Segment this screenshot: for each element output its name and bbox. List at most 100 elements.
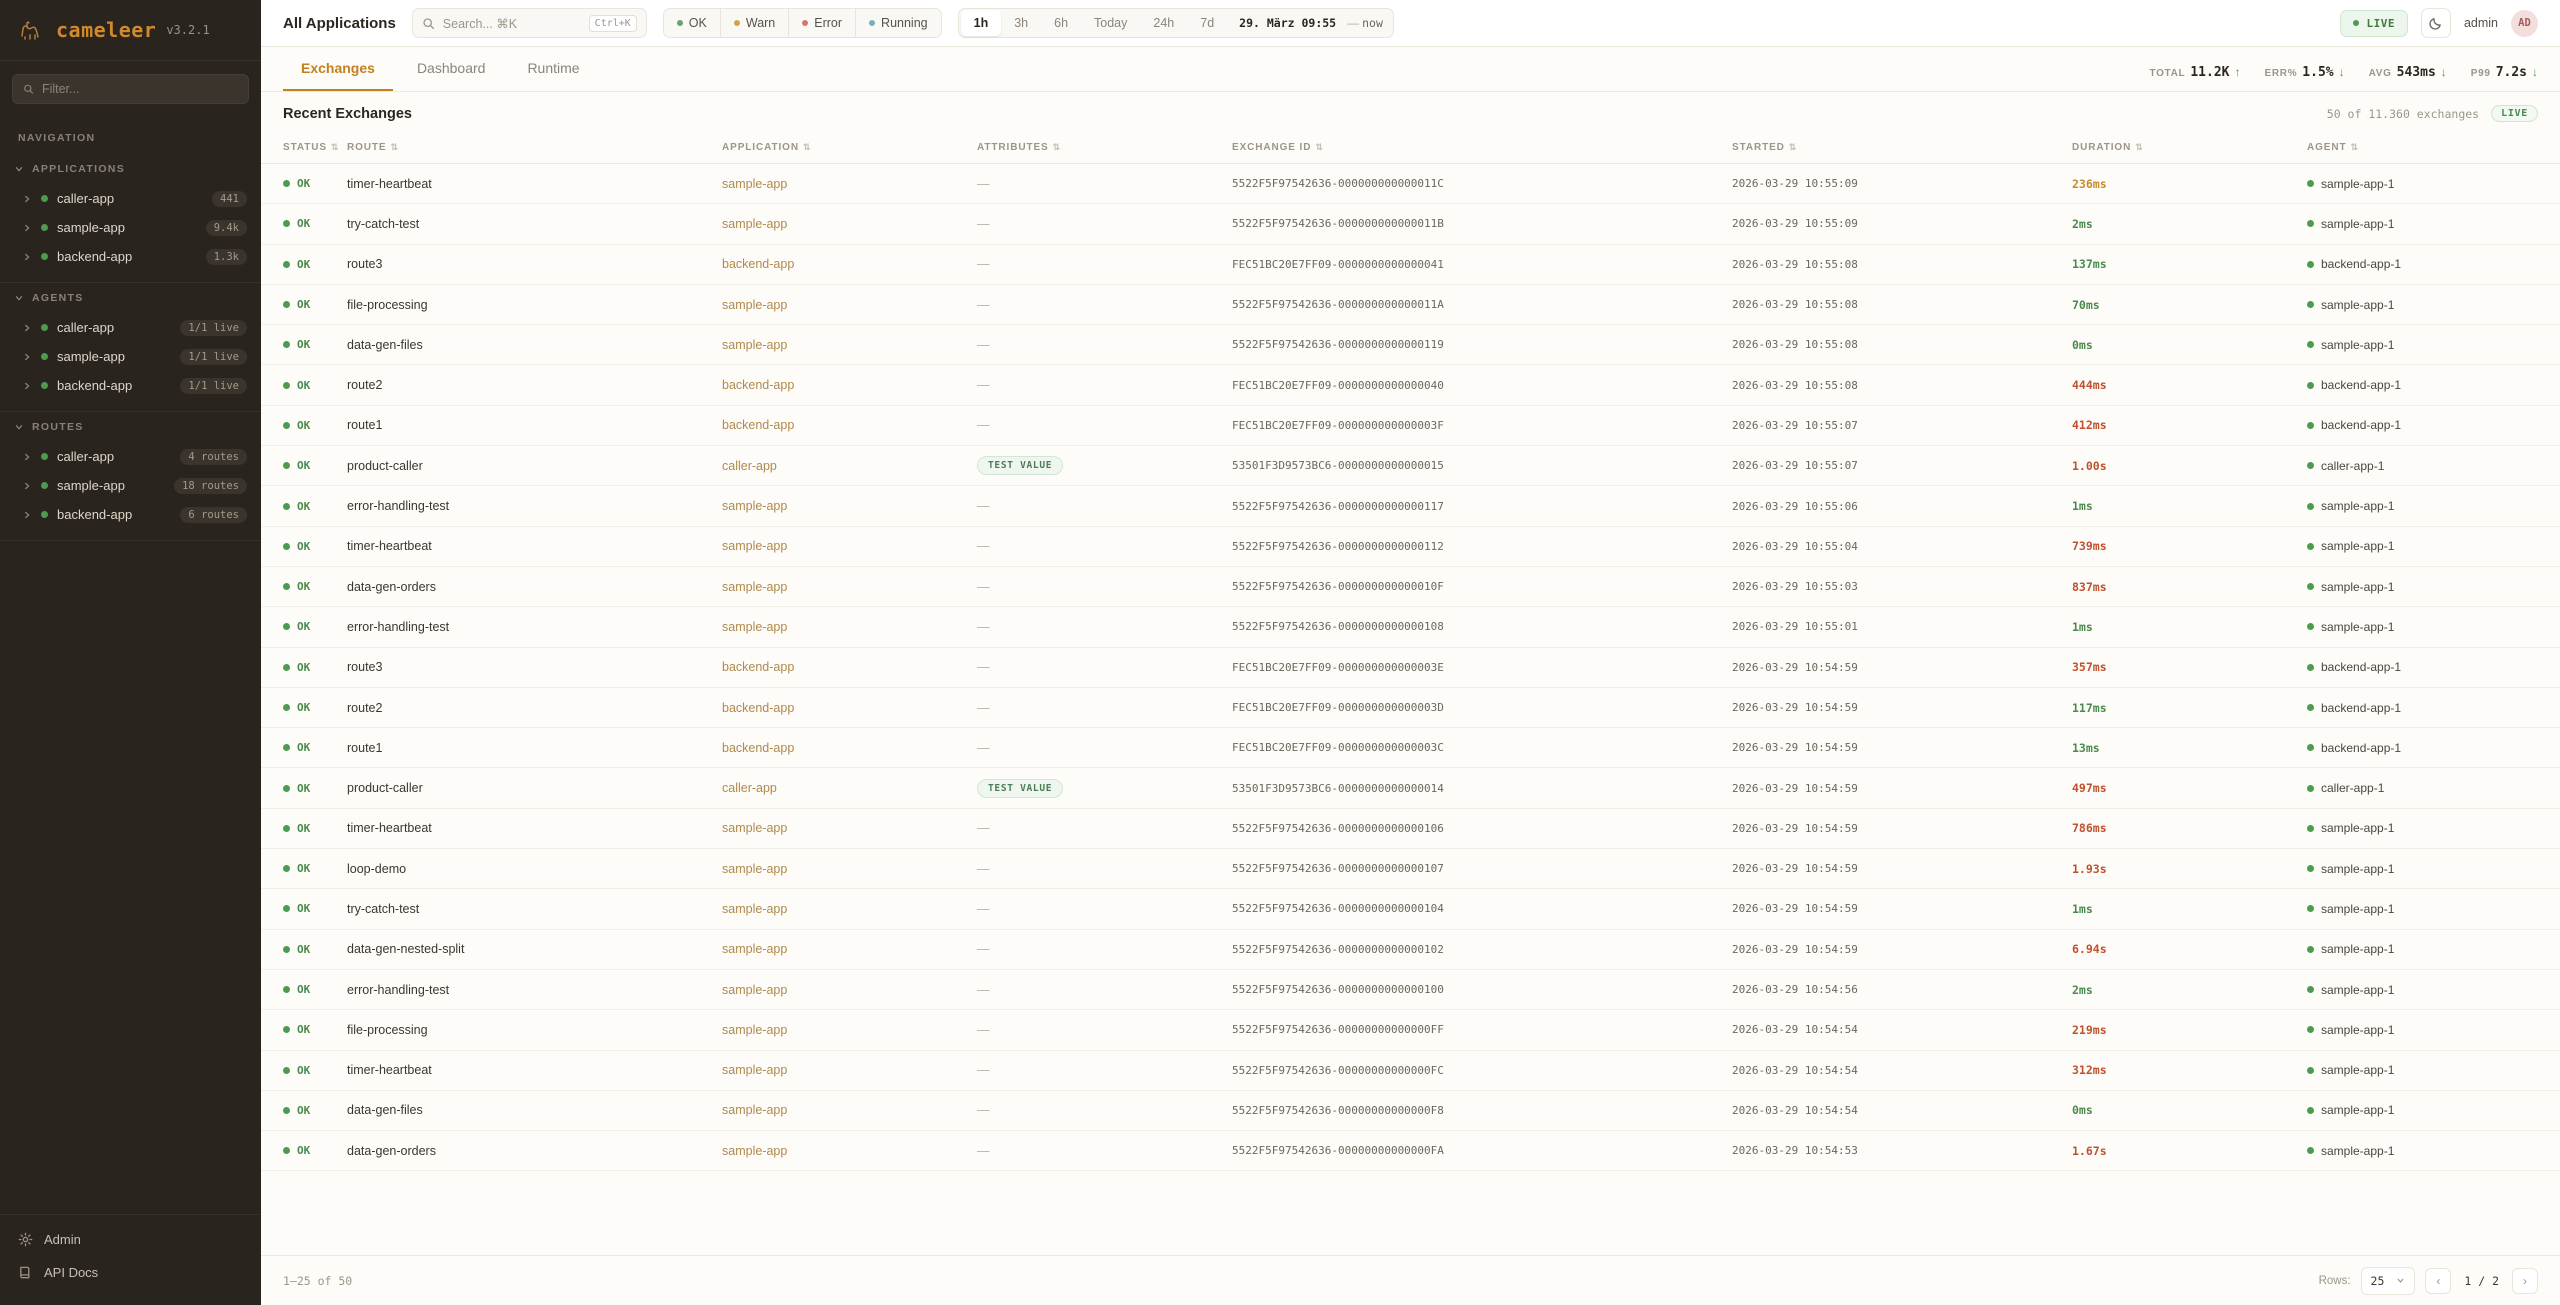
cell-duration: 412ms xyxy=(2072,405,2307,447)
tab-runtime[interactable]: Runtime xyxy=(527,60,580,76)
cell-route: data-gen-nested-split xyxy=(347,929,722,970)
col-started[interactable]: STARTED ⇅ xyxy=(1732,133,2072,164)
col-application[interactable]: APPLICATION ⇅ xyxy=(722,133,977,164)
gear-icon xyxy=(18,1232,33,1247)
time-range-7d[interactable]: 7d xyxy=(1200,16,1215,30)
time-range-3h[interactable]: 3h xyxy=(1014,16,1029,30)
sidebar-item-sample-app[interactable]: sample-app 9.4k xyxy=(0,213,261,242)
agent-status-dot xyxy=(2307,421,2314,429)
time-range-absolute-end[interactable]: now xyxy=(1362,16,1383,30)
nav-group-header-routes[interactable]: ROUTES xyxy=(0,412,261,442)
table-row[interactable]: OK file-processing sample-app — 5522F5F97542… xyxy=(261,1009,2560,1051)
cell-attributes: — xyxy=(977,888,1232,930)
sidebar-item-badge: 441 xyxy=(212,190,247,207)
time-range-6h[interactable]: 6h xyxy=(1054,16,1069,30)
col-exchange-id[interactable]: EXCHANGE ID ⇅ xyxy=(1232,133,1732,164)
status-filter-error[interactable]: Error xyxy=(789,9,857,37)
table-row[interactable]: OK route2 backend-app — FEC51BC20E7FF09-0000… xyxy=(261,364,2560,406)
table-row[interactable]: OK timer-heartbeat sample-app — 5522F5F97542… xyxy=(261,1050,2560,1091)
table-row[interactable]: OK route3 backend-app — FEC51BC20E7FF09-0000… xyxy=(261,244,2560,285)
table-row[interactable]: OK timer-heartbeat sample-app — 5522F5F97542… xyxy=(261,808,2560,850)
avatar[interactable]: AD xyxy=(2511,9,2538,37)
table-row[interactable]: OK route3 backend-app — FEC51BC20E7FF09-0000… xyxy=(261,647,2560,688)
col-duration[interactable]: DURATION ⇅ xyxy=(2072,133,2307,164)
sidebar-agent-sample-app[interactable]: sample-app 1/1 live xyxy=(0,342,261,371)
table-row[interactable]: OK data-gen-orders sample-app — 5522F5F97542… xyxy=(261,1130,2560,1172)
sidebar-item-api-docs[interactable]: API Docs xyxy=(0,1256,261,1289)
sidebar-filter-input[interactable] xyxy=(41,82,238,96)
table-row[interactable]: OK file-processing sample-app — 5522F5F97542… xyxy=(261,284,2560,326)
next-page-button[interactable]: › xyxy=(2512,1267,2538,1294)
table-row[interactable]: OK route2 backend-app — FEC51BC20E7FF09-0000… xyxy=(261,687,2560,729)
cell-route: timer-heartbeat xyxy=(347,808,722,850)
cell-status: OK xyxy=(261,405,347,447)
nav-group-header-agents[interactable]: AGENTS xyxy=(0,283,261,313)
table-row[interactable]: OK data-gen-files sample-app — 5522F5F975426… xyxy=(261,1090,2560,1132)
time-range-1h[interactable]: 1h xyxy=(960,10,1002,36)
table-row[interactable]: OK data-gen-orders sample-app — 5522F5F97542… xyxy=(261,566,2560,608)
table-row[interactable]: OK try-catch-test sample-app — 5522F5F975426… xyxy=(261,888,2560,930)
stats-summary: TOTAL 11.2K ↑ ERR% 1.5% ↓ AVG 543ms ↓ P9… xyxy=(2149,65,2538,91)
sidebar-item-admin[interactable]: Admin xyxy=(0,1223,261,1256)
time-range-today[interactable]: Today xyxy=(1094,16,1128,30)
col-status[interactable]: STATUS ⇅ xyxy=(261,133,347,164)
table-row[interactable]: OK product-caller caller-app TEST VALUE 5350… xyxy=(261,445,2560,487)
sidebar-item-badge: 6 routes xyxy=(180,506,247,523)
col-agent[interactable]: AGENT ⇅ xyxy=(2307,133,2560,164)
sidebar-filter-box[interactable] xyxy=(12,74,249,104)
status-filter-warn[interactable]: Warn xyxy=(721,9,790,37)
status-filter-running[interactable]: Running xyxy=(856,9,941,37)
attr-badge: TEST VALUE xyxy=(977,778,1064,798)
table-row[interactable]: OK route1 backend-app — FEC51BC20E7FF09-0000… xyxy=(261,405,2560,447)
cell-status: OK xyxy=(261,244,347,285)
sidebar-item-caller-app[interactable]: caller-app 441 xyxy=(0,184,261,213)
table-row[interactable]: OK try-catch-test sample-app — 5522F5F975426… xyxy=(261,203,2560,245)
tab-exchanges[interactable]: Exchanges xyxy=(283,47,393,91)
time-range-absolute-start[interactable]: 29. März 09:55 xyxy=(1239,16,1337,30)
cell-duration: 1ms xyxy=(2072,606,2307,648)
table-row[interactable]: OK product-caller caller-app TEST VALUE 5350… xyxy=(261,767,2560,809)
cell-attributes: — xyxy=(977,848,1232,890)
table-row[interactable]: OK timer-heartbeat sample-app — 5522F5F97542… xyxy=(261,526,2560,567)
rows-per-page-select[interactable]: 25 xyxy=(2360,1266,2416,1295)
live-toggle-button[interactable]: LIVE xyxy=(2340,9,2408,37)
time-range-24h[interactable]: 24h xyxy=(1153,16,1175,30)
table-row[interactable]: OK data-gen-files sample-app — 5522F5F975426… xyxy=(261,324,2560,366)
status-dot xyxy=(283,381,290,389)
table-row[interactable]: OK error-handling-test sample-app — 5522F5F9… xyxy=(261,969,2560,1011)
sidebar-agent-caller-app[interactable]: caller-app 1/1 live xyxy=(0,313,261,342)
theme-toggle-button[interactable] xyxy=(2420,8,2451,38)
table-row[interactable]: OK error-handling-test sample-app — 5522F5F9… xyxy=(261,485,2560,527)
table-row[interactable]: OK data-gen-nested-split sample-app — 5522F5… xyxy=(261,929,2560,970)
status-filter-ok[interactable]: OK xyxy=(664,9,721,37)
cell-duration: 837ms xyxy=(2072,566,2307,608)
stat-value: 1.5% xyxy=(2302,65,2334,80)
nav-group-header-applications[interactable]: APPLICATIONS xyxy=(0,154,261,184)
table-row[interactable]: OK error-handling-test sample-app — 5522F5F9… xyxy=(261,606,2560,648)
agent-status-dot xyxy=(2307,341,2314,349)
book-icon xyxy=(20,1266,30,1279)
sidebar-routes-backend-app[interactable]: backend-app 6 routes xyxy=(0,500,261,529)
agent-status-dot xyxy=(2307,945,2314,953)
col-attributes[interactable]: ATTRIBUTES ⇅ xyxy=(977,133,1232,164)
status-text: OK xyxy=(297,1144,311,1158)
cell-status: OK xyxy=(261,687,347,729)
attr-empty: — xyxy=(977,176,990,191)
table-row[interactable]: OK loop-demo sample-app — 5522F5F97542636-00… xyxy=(261,848,2560,890)
status-dot xyxy=(41,482,48,489)
cell-agent: backend-app-1 xyxy=(2307,405,2560,447)
sidebar-agent-backend-app[interactable]: backend-app 1/1 live xyxy=(0,371,261,400)
sidebar-routes-sample-app[interactable]: sample-app 18 routes xyxy=(0,471,261,500)
cell-application: backend-app xyxy=(722,647,977,688)
table-row[interactable]: OK timer-heartbeat sample-app — 5522F5F97542… xyxy=(261,163,2560,205)
sidebar-item-backend-app[interactable]: backend-app 1.3k xyxy=(0,242,261,271)
col-route[interactable]: ROUTE ⇅ xyxy=(347,133,722,164)
search-input[interactable]: Search... ⌘K Ctrl+K xyxy=(411,8,647,38)
cell-duration: 70ms xyxy=(2072,284,2307,326)
cell-started: 2026-03-29 10:55:04 xyxy=(1732,526,2072,567)
table-row[interactable]: OK route1 backend-app — FEC51BC20E7FF09-0000… xyxy=(261,727,2560,769)
prev-page-button[interactable]: ‹ xyxy=(2425,1267,2452,1294)
sidebar-routes-caller-app[interactable]: caller-app 4 routes xyxy=(0,442,261,471)
brand[interactable]: cameleer v3.2.1 xyxy=(0,0,261,61)
tab-dashboard[interactable]: Dashboard xyxy=(416,60,486,76)
